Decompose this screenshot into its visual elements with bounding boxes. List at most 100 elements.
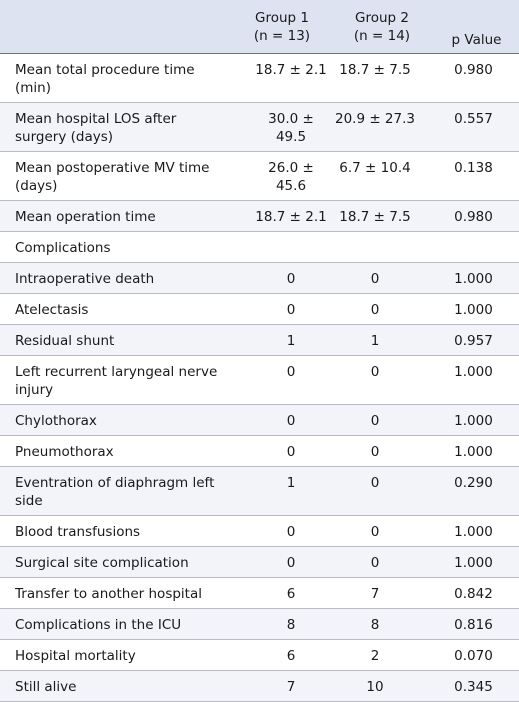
row-label: Complications in the ICU — [0, 608, 234, 640]
group2-value: 2 — [330, 639, 434, 671]
table-row: Hospital mortality 6 2 0.070 — [0, 639, 519, 671]
group2-value: 20.9 ± 27.3 — [330, 102, 434, 152]
row-label: Atelectasis — [0, 293, 234, 325]
group2-value: 0 — [330, 355, 434, 405]
table-row: Left recurrent laryngeal nerve injury 0 … — [0, 355, 519, 405]
table-row: Pneumothorax 0 0 1.000 — [0, 435, 519, 467]
table-row: Eventration of diaphragm left side 1 0 0… — [0, 466, 519, 516]
header-group2: Group 2 (n = 14) — [330, 0, 434, 54]
group1-value: 18.7 ± 2.1 — [234, 200, 330, 232]
section-label: Complications — [0, 231, 234, 263]
header-blank-cell — [0, 0, 234, 54]
p-value: 0.980 — [434, 200, 519, 232]
group1-value: 1 — [234, 324, 330, 356]
table-row: Surgical site complication 0 0 1.000 — [0, 546, 519, 578]
row-label: Left recurrent laryngeal nerve injury — [0, 355, 234, 405]
p-value: 0.816 — [434, 608, 519, 640]
group2-value: 0 — [330, 466, 434, 516]
p-value: 1.000 — [434, 546, 519, 578]
table-row: Residual shunt 1 1 0.957 — [0, 324, 519, 356]
group1-count: (n = 13) — [253, 27, 311, 44]
group1-name: Group 1 — [255, 9, 309, 26]
group1-value: 8 — [234, 608, 330, 640]
p-value: 0.842 — [434, 577, 519, 609]
row-label: Intraoperative death — [0, 262, 234, 294]
table-row: Complications in the ICU 8 8 0.816 — [0, 608, 519, 640]
table-row: Mean total procedure time (min) 18.7 ± 2… — [0, 53, 519, 103]
table-row: Intraoperative death 0 0 1.000 — [0, 262, 519, 294]
row-label: Mean postoperative MV time (days) — [0, 151, 234, 201]
group1-value: 0 — [234, 355, 330, 405]
header-group1: Group 1 (n = 13) — [234, 0, 330, 54]
p-value: 1.000 — [434, 435, 519, 467]
p-value: 0.290 — [434, 466, 519, 516]
group1-value: 0 — [234, 293, 330, 325]
p-value: 0.557 — [434, 102, 519, 152]
p-value: 1.000 — [434, 293, 519, 325]
p-value: 0.138 — [434, 151, 519, 201]
table-row: Blood transfusions 0 0 1.000 — [0, 515, 519, 547]
p-value: 1.000 — [434, 515, 519, 547]
p-value: 0.345 — [434, 670, 519, 702]
group1-value: 26.0 ± 45.6 — [234, 151, 330, 201]
group2-count: (n = 14) — [353, 27, 411, 44]
row-label: Blood transfusions — [0, 515, 234, 547]
row-label: Mean operation time — [0, 200, 234, 232]
row-label: Transfer to another hospital — [0, 577, 234, 609]
group2-value: 0 — [330, 546, 434, 578]
group1-value: 30.0 ± 49.5 — [234, 102, 330, 152]
group2-value: 1 — [330, 324, 434, 356]
group1-value: 18.7 ± 2.1 — [234, 53, 330, 103]
group2-value: 0 — [330, 293, 434, 325]
row-label: Surgical site complication — [0, 546, 234, 578]
group2-value: 6.7 ± 10.4 — [330, 151, 434, 201]
p-value: 1.000 — [434, 355, 519, 405]
table-row: Mean hospital LOS after surgery (days) 3… — [0, 102, 519, 152]
header-row: Group 1 (n = 13) Group 2 (n = 14) p Valu… — [0, 0, 519, 54]
p-value: 0.957 — [434, 324, 519, 356]
table-row: Atelectasis 0 0 1.000 — [0, 293, 519, 325]
group1-value: 0 — [234, 435, 330, 467]
group2-value: 0 — [330, 515, 434, 547]
group2-value: 0 — [330, 262, 434, 294]
row-label: Eventration of diaphragm left side — [0, 466, 234, 516]
p-value — [434, 231, 519, 263]
group2-value: 10 — [330, 670, 434, 702]
group2-value: 0 — [330, 404, 434, 436]
group1-value: 0 — [234, 404, 330, 436]
header-p-value: p Value — [434, 0, 519, 54]
table-row: Transfer to another hospital 6 7 0.842 — [0, 577, 519, 609]
row-label: Still alive — [0, 670, 234, 702]
group2-value: 7 — [330, 577, 434, 609]
table-row: Still alive 7 10 0.345 — [0, 670, 519, 702]
group2-value: 0 — [330, 435, 434, 467]
group1-value: 7 — [234, 670, 330, 702]
p-value: 1.000 — [434, 262, 519, 294]
row-label: Mean total procedure time (min) — [0, 53, 234, 103]
table-row: Chylothorax 0 0 1.000 — [0, 404, 519, 436]
group1-value: 0 — [234, 546, 330, 578]
group1-value: 6 — [234, 577, 330, 609]
group2-value: 8 — [330, 608, 434, 640]
group2-name: Group 2 — [355, 9, 409, 26]
row-label: Pneumothorax — [0, 435, 234, 467]
row-label: Hospital mortality — [0, 639, 234, 671]
group2-value: 18.7 ± 7.5 — [330, 200, 434, 232]
group1-value — [234, 231, 330, 263]
row-label: Residual shunt — [0, 324, 234, 356]
p-value: 0.980 — [434, 53, 519, 103]
row-label: Mean hospital LOS after surgery (days) — [0, 102, 234, 152]
p-value: 0.070 — [434, 639, 519, 671]
table-row-section: Complications — [0, 231, 519, 263]
group1-value: 0 — [234, 262, 330, 294]
table-row: Mean operation time 18.7 ± 2.1 18.7 ± 7.… — [0, 200, 519, 232]
group2-value: 18.7 ± 7.5 — [330, 53, 434, 103]
table-row: Mean postoperative MV time (days) 26.0 ±… — [0, 151, 519, 201]
group1-value: 0 — [234, 515, 330, 547]
group1-value: 1 — [234, 466, 330, 516]
p-value: 1.000 — [434, 404, 519, 436]
group1-value: 6 — [234, 639, 330, 671]
row-label: Chylothorax — [0, 404, 234, 436]
group2-value — [330, 231, 434, 263]
